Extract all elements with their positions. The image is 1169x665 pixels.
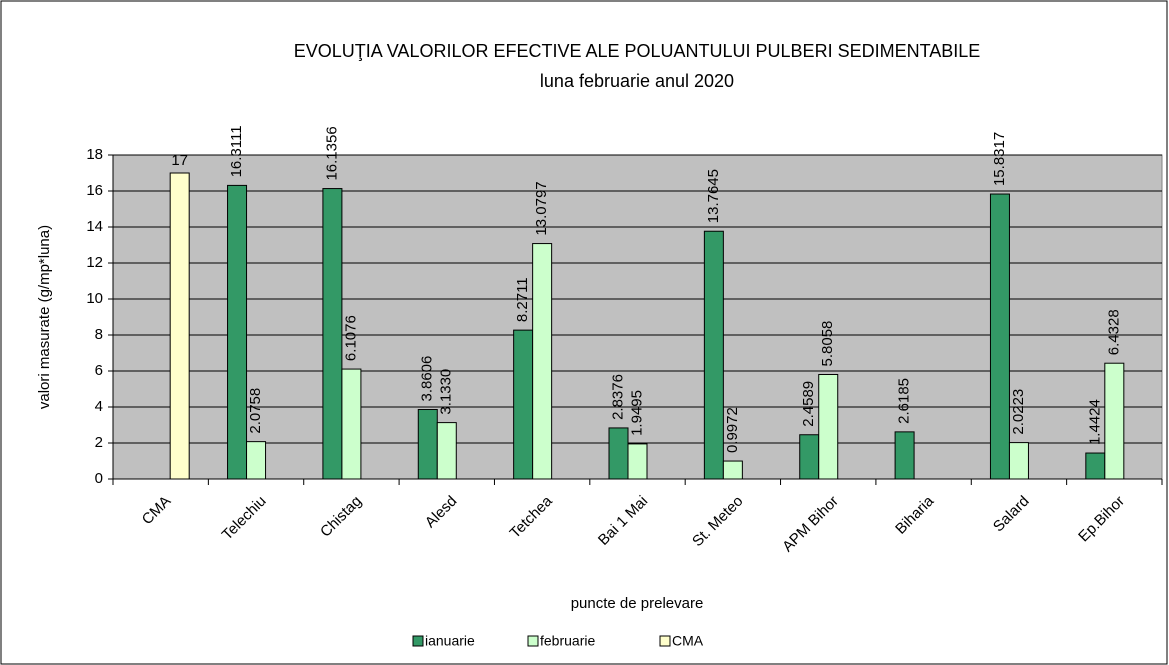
bar [818,373,839,480]
legend-label: februarie [540,633,595,649]
legend-swatch [412,635,424,647]
data-label: 16.3111 [228,125,245,177]
data-label: 1.9495 [628,390,645,436]
bar [627,443,648,480]
legend-swatch [659,635,671,647]
data-label: 1.4424 [1086,399,1103,445]
bar [513,329,534,480]
data-label: 2.6185 [896,378,913,424]
data-label: 0.9972 [724,407,741,453]
x-axis-title: puncte de prelevare [571,595,704,612]
y-tick-label: 14 [86,218,103,235]
bar [436,422,457,480]
legend-label: CMA [672,633,704,649]
bar [799,434,820,480]
data-label: 2.0223 [1010,389,1027,435]
chart-subtitle: luna februarie anul 2020 [540,71,734,91]
data-label: 16.1356 [323,126,340,180]
data-label: 15.8317 [991,132,1008,186]
y-tick-label: 16 [86,182,103,199]
data-label: 2.0758 [247,388,264,434]
bar [1104,362,1125,480]
chart-title: EVOLUŢIA VALORILOR EFECTIVE ALE POLUANTU… [294,41,981,61]
data-label: 2.8376 [609,374,626,420]
data-label: 8.2711 [514,277,531,322]
y-axis-title: valori masurate (g/mp*luna) [36,225,53,409]
y-tick-label: 6 [95,362,103,379]
data-label: 6.4328 [1105,309,1122,355]
bar [989,193,1010,480]
bar [227,184,248,480]
legend-swatch [527,635,539,647]
bar [608,427,629,480]
data-label: 5.8058 [819,321,836,367]
bar [169,172,190,480]
data-label: 17 [171,152,188,169]
y-tick-label: 0 [95,470,103,487]
data-label: 3.1330 [438,369,455,415]
bar [322,188,343,480]
bar [1008,442,1029,480]
y-tick-label: 4 [95,398,103,415]
y-tick-label: 8 [95,326,103,343]
data-label: 13.7645 [705,169,722,223]
bar [246,441,267,480]
bar [532,243,553,480]
y-tick-label: 2 [95,434,103,451]
y-tick-label: 12 [86,254,103,271]
bar [722,460,743,480]
data-label: 2.4589 [800,381,817,427]
bar [417,409,438,480]
bar [894,431,915,480]
data-label: 3.8606 [419,356,436,402]
y-tick-label: 18 [86,146,103,163]
data-label: 6.1076 [342,315,359,361]
data-label: 13.0797 [533,181,550,235]
legend-label: ianuarie [425,633,475,649]
y-tick-label: 10 [86,290,103,307]
bar [1085,452,1106,480]
plot-area [112,154,1163,480]
bar [703,230,724,480]
bar [341,368,362,480]
